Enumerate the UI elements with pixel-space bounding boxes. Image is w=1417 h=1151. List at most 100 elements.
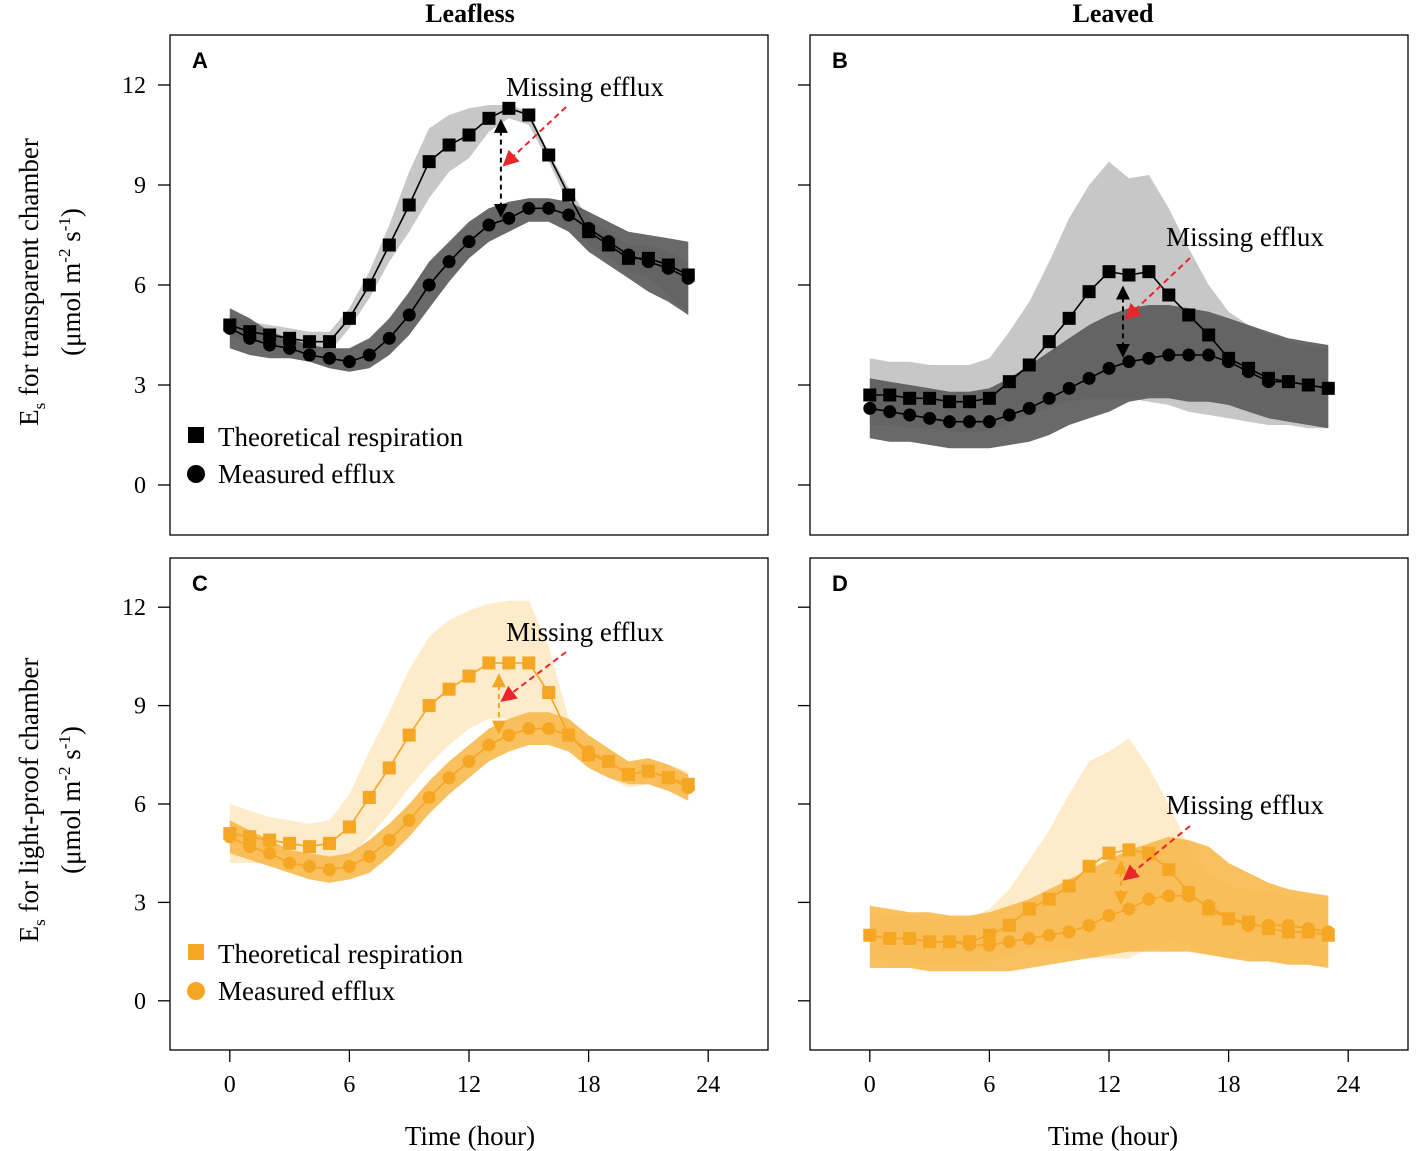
panel-c-point-theoretical-11 (442, 682, 456, 696)
panel-d-xtick-label-18: 18 (1217, 1072, 1241, 1098)
panel-c-point-theoretical-1 (243, 830, 257, 844)
panel-a-point-theoretical-15 (522, 108, 536, 122)
panel-d-point-theoretical-12 (1102, 846, 1116, 860)
panel-c-annotation-arrow (500, 651, 567, 702)
panel-b-point-theoretical-2 (903, 391, 917, 405)
panel-b-point-measured-22 (1301, 378, 1315, 392)
panel-a-point-theoretical-6 (342, 311, 356, 325)
panel-d-letter: D (832, 571, 848, 596)
panel-a-ytick-label-6: 6 (134, 273, 146, 299)
panel-a-point-measured-3 (283, 341, 297, 355)
panel-c-point-theoretical-8 (382, 761, 396, 775)
panel-c-point-theoretical-7 (362, 790, 376, 804)
panel-d-point-measured-7 (1002, 935, 1016, 949)
panel-c-ytick-label-0: 0 (134, 989, 146, 1015)
panel-a-point-measured-17 (562, 208, 576, 222)
panel-c-point-theoretical-10 (422, 699, 436, 713)
panel-b-point-measured-8 (1022, 401, 1036, 415)
y-unit-bottom-pre: (μmol m (56, 781, 86, 874)
panel-d-point-measured-3 (923, 935, 937, 949)
panel-b-point-measured-10 (1062, 381, 1076, 395)
panel-c-xtick-label-12: 12 (457, 1072, 481, 1098)
panel-b-annotation: Missing efflux (1166, 222, 1324, 252)
y-title-bottom-E: E (14, 926, 44, 943)
panel-a-point-theoretical-13 (482, 111, 496, 125)
panel-c-point-theoretical-4 (303, 840, 317, 854)
panel-d-point-measured-10 (1062, 925, 1076, 939)
panel-a-point-theoretical-17 (562, 188, 576, 202)
column-title-leafless: Leafless (425, 0, 515, 28)
panel-b-point-measured-16 (1182, 348, 1196, 362)
panel-c-ytick-label-6: 6 (134, 792, 146, 818)
panel-c-point-measured-6 (342, 859, 356, 873)
panel-a-point-measured-23 (681, 271, 695, 285)
panel-a-plot (223, 101, 695, 372)
panel-d-point-measured-21 (1281, 918, 1295, 932)
panel-d-point-measured-18 (1222, 912, 1236, 926)
panel-d-point-measured-20 (1261, 918, 1275, 932)
panel-d-annotation: Missing efflux (1166, 790, 1324, 820)
panel-a-point-theoretical-10 (422, 155, 436, 169)
panel-c-point-measured-16 (542, 722, 556, 736)
y-title-bottom-sub: s (30, 919, 49, 926)
panel-a-point-theoretical-8 (382, 238, 396, 252)
panel-d-point-theoretical-7 (1002, 918, 1016, 932)
y-axis-title-top-main: Es for transparent chamber (14, 138, 49, 426)
panel-c-point-measured-0 (223, 830, 237, 844)
panel-d-point-measured-2 (903, 931, 917, 945)
y-unit-bottom-post: ) (56, 726, 86, 735)
panel-d-point-measured-0 (863, 928, 877, 942)
legend-bottom-theoretical-label: Theoretical respiration (218, 939, 464, 969)
panel-a-point-theoretical-11 (442, 138, 456, 152)
panel-d-point-theoretical-11 (1082, 859, 1096, 873)
panel-b-point-measured-12 (1102, 361, 1116, 375)
panel-b-point-measured-13 (1122, 355, 1136, 369)
panel-a-point-theoretical-3 (283, 331, 297, 345)
panel-c-point-measured-21 (641, 764, 655, 778)
y-unit-bottom-mid: s (56, 749, 86, 766)
panel-d: Missing efflux D 0 6 12 18 24 (798, 557, 1409, 1098)
panel-b-point-theoretical-17 (1202, 328, 1216, 342)
panel-c-point-measured-22 (661, 771, 675, 785)
panel-c-ytick-label-12: 12 (122, 595, 146, 621)
panel-c-point-theoretical-12 (462, 669, 476, 683)
panel-b-annotation-arrow (1124, 257, 1191, 320)
panel-b-point-measured-14 (1142, 351, 1156, 365)
panel-c: Missing efflux C 0 3 6 9 12 0 6 12 18 24 (122, 557, 769, 1098)
panel-b-point-measured-17 (1202, 348, 1216, 362)
panel-a-point-measured-11 (442, 255, 456, 269)
panel-c-ytick-label-9: 9 (134, 694, 146, 720)
panel-a-point-measured-13 (482, 218, 496, 232)
panel-b-point-measured-21 (1281, 375, 1295, 389)
panel-a-point-theoretical-7 (362, 278, 376, 292)
panel-d-point-measured-1 (883, 931, 897, 945)
legend-bottom-square-marker (188, 944, 204, 960)
panel-b-point-theoretical-3 (923, 391, 937, 405)
y-unit-top-pre: (μmol m (56, 263, 86, 356)
panel-c-point-measured-14 (502, 728, 516, 742)
panel-a-point-measured-12 (462, 235, 476, 249)
panel-c-ytick-label-3: 3 (134, 890, 146, 916)
y-axis-title-bottom-main: Es for light-proof chamber (14, 658, 49, 943)
panel-c-point-theoretical-3 (283, 836, 297, 850)
panel-a-point-measured-10 (422, 278, 436, 292)
legend-top-theoretical-label: Theoretical respiration (218, 422, 464, 452)
panel-b-point-theoretical-1 (883, 388, 897, 402)
panel-d-point-measured-16 (1182, 889, 1196, 903)
panel-d-point-measured-9 (1042, 928, 1056, 942)
x-axis-title-left: Time (hour) (405, 1121, 535, 1151)
panel-a-ytick-label-12: 12 (122, 73, 146, 99)
panel-c-point-measured-4 (303, 859, 317, 873)
panel-b-point-theoretical-14 (1142, 265, 1156, 279)
panel-c-xtick-label-18: 18 (577, 1072, 601, 1098)
x-axis-title-right: Time (hour) (1048, 1121, 1178, 1151)
legend-bottom: Theoretical respiration Measured efflux (187, 939, 464, 1006)
panel-c-point-measured-9 (402, 813, 416, 827)
panel-c-xtick-label-24: 24 (696, 1072, 720, 1098)
panel-b-letter: B (832, 48, 848, 73)
panel-c-point-theoretical-2 (263, 833, 277, 847)
panel-d-point-measured-13 (1122, 902, 1136, 916)
panel-c-band-theoretical (229, 600, 689, 870)
panel-b-point-theoretical-6 (982, 391, 996, 405)
